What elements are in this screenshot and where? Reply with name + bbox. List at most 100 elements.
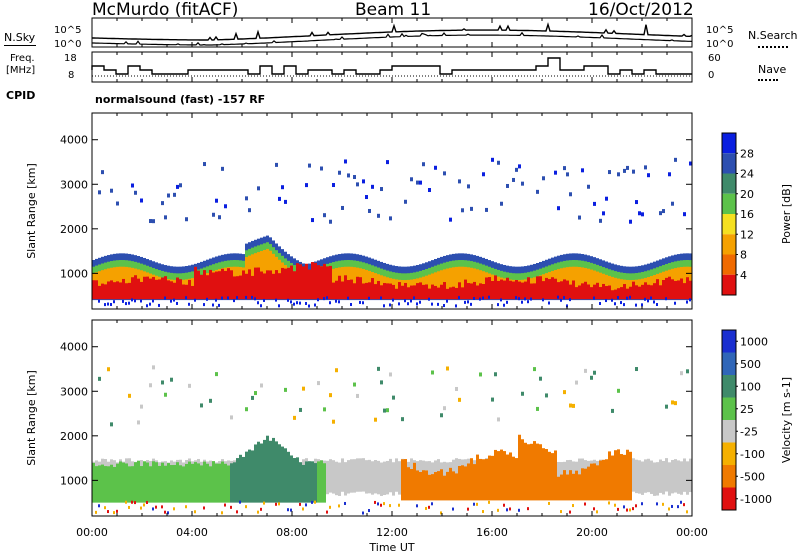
power-low-speck: [455, 304, 457, 308]
power-core-cell: [449, 287, 452, 300]
power-low-speck: [335, 299, 337, 303]
velocity-colorbar-tick: 25: [740, 403, 754, 416]
power-core-cell: [503, 280, 506, 300]
power-low-speck: [383, 304, 385, 308]
velocity-ground-cell: [671, 459, 674, 494]
velocity-neg-cell: [140, 466, 143, 503]
velocity-ground-cell: [332, 460, 335, 494]
power-colorbar-swatch: [722, 214, 736, 235]
nsearch-tick-top: 10^5: [706, 25, 734, 36]
velocity-upper-speck: [128, 393, 131, 398]
power-colorbar-swatch: [722, 274, 736, 295]
power-low-speck: [323, 297, 325, 301]
velocity-ground-cell: [395, 458, 398, 492]
power-core-cell: [491, 280, 494, 300]
power-core-cell: [383, 283, 386, 300]
velocity-low-speck: [476, 502, 478, 506]
power-high-cell: [98, 271, 101, 294]
power-core-cell: [182, 284, 185, 300]
power-core-cell: [602, 283, 605, 300]
velocity-pos-cell: [506, 454, 509, 501]
velocity-pos-cell: [470, 458, 473, 501]
velocity-pos-cell: [410, 468, 413, 501]
power-core-cell: [497, 280, 500, 300]
velocity-neg-cell: [194, 462, 197, 503]
velocity-low-speck: [185, 505, 187, 509]
velocity-upper-speck: [593, 370, 596, 375]
velocity-colorbar-tick: -25: [740, 425, 758, 438]
power-upper-speck: [434, 165, 437, 170]
velocity-colorbar-swatch: [722, 397, 736, 420]
power-high-cell: [608, 275, 611, 294]
velocity-upper-speck: [260, 383, 263, 388]
velocity-low-speck: [164, 510, 166, 514]
power-high-cell: [452, 267, 455, 294]
power-high-cell: [476, 269, 479, 294]
velocity-ground-cell: [644, 459, 647, 493]
power-core-cell: [374, 284, 377, 300]
velocity-upper-speck: [209, 398, 212, 403]
velocity-neg-cell: [281, 446, 284, 503]
power-core-cell: [455, 287, 458, 300]
velocity-low-speck: [527, 507, 529, 511]
power-high-cell: [434, 272, 437, 294]
power-low-speck: [506, 300, 508, 304]
velocity-neg-cell: [227, 465, 230, 503]
velocity-neg-cell: [293, 458, 296, 503]
velocity-upper-speck: [572, 403, 575, 408]
power-core-cell: [545, 277, 548, 300]
power-low-speck: [686, 300, 688, 304]
velocity-low-speck: [617, 507, 619, 511]
power-core-cell: [671, 279, 674, 300]
velocity-low-speck: [383, 502, 385, 506]
power-core-cell: [392, 284, 395, 300]
power-upper-speck: [224, 204, 227, 209]
velocity-low-speck: [425, 506, 427, 510]
power-core-cell: [290, 265, 293, 300]
power-core-cell: [167, 280, 170, 300]
power-core-cell: [527, 277, 530, 300]
velocity-ground-cell: [389, 458, 392, 493]
velocity-low-speck: [626, 508, 628, 512]
velocity-pos-cell: [494, 449, 497, 501]
power-high-cell: [674, 268, 677, 294]
velocity-pos-cell: [608, 451, 611, 501]
power-low-speck: [254, 297, 256, 301]
freq-label: Freq.: [10, 53, 35, 64]
power-core-cell: [476, 285, 479, 300]
power-core-cell: [239, 275, 242, 300]
velocity-low-speck: [161, 505, 163, 509]
velocity-ground-cell: [659, 459, 662, 493]
velocity-pos-cell: [509, 452, 512, 501]
power-core-cell: [152, 276, 155, 300]
power-upper-speck: [635, 200, 638, 205]
power-low-speck: [524, 297, 526, 301]
velocity-pos-cell: [527, 444, 530, 501]
power-core-cell: [329, 265, 332, 300]
power-core-cell: [512, 281, 515, 300]
velocity-neg-cell: [308, 461, 311, 503]
power-colorbar-swatch: [722, 193, 736, 214]
velocity-pos-cell: [476, 454, 479, 501]
station-title: McMurdo (fitACF): [92, 0, 239, 20]
velocity-pos-cell: [554, 450, 557, 501]
power-upper-speck: [365, 195, 368, 200]
power-colorbar-swatch: [722, 234, 736, 255]
power-core-cell: [608, 285, 611, 300]
velocity-low-speck: [245, 505, 247, 509]
power-high-cell: [263, 249, 266, 294]
power-core-cell: [554, 278, 557, 300]
power-low-speck: [131, 298, 133, 302]
power-core-cell: [173, 282, 176, 300]
velocity-upper-speck: [353, 382, 356, 387]
velocity-pos-cell: [617, 449, 620, 501]
power-high-cell: [599, 272, 602, 294]
velocity-ground-cell: [329, 459, 332, 493]
power-core-cell: [470, 283, 473, 300]
power-upper-speck: [389, 216, 392, 221]
velocity-neg-cell: [287, 451, 290, 503]
velocity-neg-cell: [146, 462, 149, 503]
power-upper-speck: [176, 184, 179, 189]
velocity-upper-speck: [617, 388, 620, 393]
velocity-neg-cell: [236, 458, 239, 503]
